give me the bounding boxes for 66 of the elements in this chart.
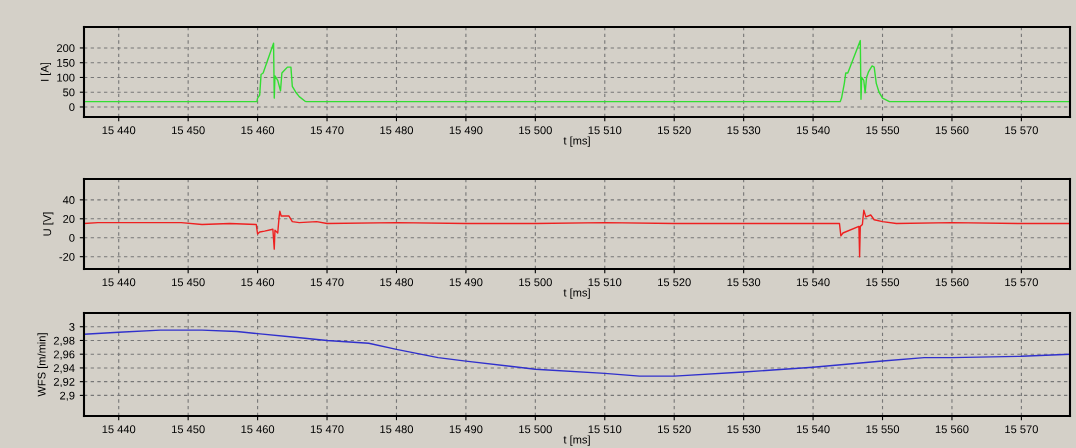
x-tick-label: 15 520 (658, 425, 691, 434)
line-series (84, 39, 1070, 103)
x-tick-label: 15 470 (310, 425, 344, 434)
x-tick-label: 15 470 (310, 126, 344, 135)
x-tick-label: 15 500 (519, 126, 552, 135)
y-tick-label: 20 (63, 215, 75, 223)
x-axis-title: t [ms] (563, 288, 590, 299)
y-tick-label: 2,9 (60, 391, 75, 401)
y-tick-label: 100 (57, 73, 75, 82)
y-axis-title: U [V] (43, 212, 54, 236)
x-tick-label: 15 530 (727, 278, 761, 287)
y-tick-label: 2,94 (53, 364, 75, 374)
x-tick-label: 15 540 (796, 425, 830, 434)
x-tick-label: 15 530 (727, 126, 761, 135)
line-series (84, 209, 1070, 258)
x-tick-label: 15 560 (935, 126, 969, 135)
x-tick-label: 15 500 (519, 278, 552, 287)
x-tick-label: 15 560 (935, 425, 969, 434)
y-tick-label: 3 (69, 323, 75, 331)
x-tick-label: 15 490 (449, 278, 483, 287)
x-tick-label: 15 510 (588, 278, 622, 287)
x-tick-label: 15 570 (1005, 278, 1038, 287)
y-tick-label: 200 (56, 44, 75, 53)
x-tick-label: 15 440 (102, 278, 136, 287)
x-tick-label: 15 490 (449, 425, 483, 434)
x-tick-label: 15 500 (519, 425, 552, 434)
line-series (84, 329, 1070, 377)
x-axis-title: t [ms] (563, 435, 590, 446)
y-tick-label: 0 (69, 234, 75, 242)
x-tick-label: 15 550 (866, 278, 900, 287)
x-tick-label: 15 540 (796, 126, 830, 135)
y-tick-label: 2,92 (53, 377, 75, 388)
x-tick-label: 15 470 (310, 278, 344, 287)
x-tick-label: 15 450 (172, 278, 205, 287)
x-tick-label: 15 490 (449, 126, 483, 135)
x-tick-label: 15 550 (866, 425, 900, 434)
x-tick-label: 15 540 (796, 278, 830, 287)
x-tick-label: 15 440 (102, 126, 136, 135)
y-axis-title: WFS [m/min] (37, 333, 48, 397)
x-tick-label: 15 530 (727, 425, 761, 434)
y-tick-label: 40 (62, 196, 75, 204)
x-tick-label: 15 510 (588, 126, 622, 135)
x-tick-label: 15 480 (380, 126, 414, 135)
x-tick-label: 15 460 (241, 278, 275, 287)
x-tick-label: 15 480 (380, 425, 414, 434)
x-axis-title: t [ms] (563, 136, 590, 147)
x-tick-label: 15 460 (241, 126, 275, 135)
x-tick-label: 15 440 (102, 425, 136, 434)
y-tick-label: 50 (63, 88, 75, 97)
y-tick-label: 2,98 (53, 336, 75, 346)
x-tick-label: 15 520 (658, 126, 691, 135)
x-tick-label: 15 480 (380, 278, 414, 287)
x-tick-label: 15 450 (172, 425, 205, 434)
y-tick-label: 150 (57, 58, 75, 67)
x-tick-label: 15 550 (866, 126, 900, 135)
x-tick-label: 15 450 (172, 126, 205, 135)
y-axis-title: I [A] (40, 62, 51, 81)
x-tick-label: 15 460 (241, 425, 275, 434)
x-tick-label: 15 520 (658, 278, 691, 287)
x-tick-label: 15 570 (1005, 425, 1038, 434)
x-tick-label: 15 560 (935, 278, 969, 287)
y-tick-label: -20 (59, 252, 75, 261)
y-tick-label: 0 (69, 103, 75, 112)
y-tick-label: 2,96 (53, 350, 75, 360)
x-tick-label: 15 570 (1005, 126, 1038, 135)
x-tick-label: 15 510 (588, 425, 622, 434)
